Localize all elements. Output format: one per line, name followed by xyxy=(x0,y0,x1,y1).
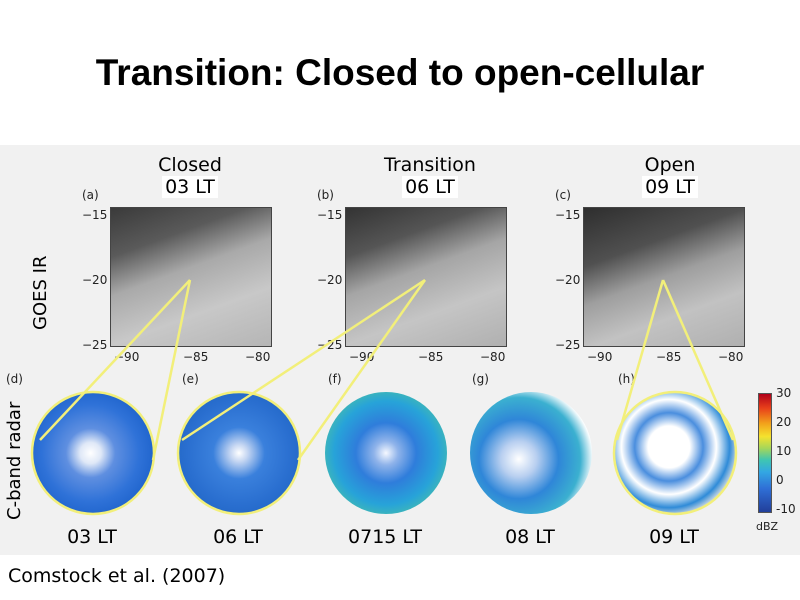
xtick-b-2: −85 xyxy=(418,350,444,364)
colorbar-tick-neg10: -10 xyxy=(776,502,796,516)
satellite-image-c xyxy=(583,207,745,347)
radar-image-e xyxy=(178,392,300,514)
xtick-c-3: −80 xyxy=(718,350,744,364)
ytick-a-1: −15 xyxy=(82,208,108,222)
panel-letter-d: (d) xyxy=(6,372,23,386)
panel-letter-a: (a) xyxy=(82,188,99,202)
col-label-closed: Closed 03 LT xyxy=(158,154,222,198)
colorbar-tick-20: 20 xyxy=(776,415,792,429)
ytick-b-3: −25 xyxy=(317,338,343,352)
panel-letter-f: (f) xyxy=(328,372,342,386)
colorbar xyxy=(758,393,772,513)
xtick-c-1: −90 xyxy=(587,350,613,364)
panel-letter-g: (g) xyxy=(472,372,489,386)
zoom-line-c-left xyxy=(615,279,665,441)
col-label-transition: Transition 06 LT xyxy=(384,154,476,198)
col-label-open: Open 09 LT xyxy=(620,154,720,198)
xtick-a-2: −85 xyxy=(183,350,209,364)
radar-image-d xyxy=(32,392,154,514)
colorbar-tick-0: 0 xyxy=(776,473,784,487)
xtick-c-2: −85 xyxy=(656,350,682,364)
satellite-image-a xyxy=(110,207,272,347)
zoom-line-a-right xyxy=(151,279,192,461)
ytick-b-2: −20 xyxy=(317,273,343,287)
radar-time-e: 06 LT xyxy=(213,526,263,548)
zoom-line-a-left xyxy=(39,279,191,441)
radar-time-f: 0715 LT xyxy=(348,526,422,548)
colorbar-tick-10: 10 xyxy=(776,444,792,458)
ytick-c-3: −25 xyxy=(555,338,581,352)
highlight-circle-h xyxy=(612,390,738,516)
radar-image-h xyxy=(614,392,736,514)
ytick-c-2: −20 xyxy=(555,273,581,287)
radar-image-g xyxy=(470,392,592,514)
panel-letter-e: (e) xyxy=(182,372,199,386)
citation: Comstock et al. (2007) xyxy=(8,565,226,587)
panel-letter-h: (h) xyxy=(618,372,635,386)
panel-letter-c: (c) xyxy=(555,188,571,202)
zoom-line-b-right xyxy=(296,279,427,461)
ytick-b-1: −15 xyxy=(317,208,343,222)
ytick-c-1: −15 xyxy=(555,208,581,222)
ytick-a-3: −25 xyxy=(82,338,108,352)
radar-time-h: 09 LT xyxy=(649,526,699,548)
xtick-a-3: −80 xyxy=(245,350,271,364)
radar-image-f xyxy=(325,392,447,514)
satellite-image-b xyxy=(345,207,507,347)
zoom-line-c-right xyxy=(661,279,735,441)
colorbar-tick-30: 30 xyxy=(776,386,792,400)
highlight-circle-e xyxy=(176,390,302,516)
radar-time-g: 08 LT xyxy=(505,526,555,548)
colorbar-unit: dBZ xyxy=(756,520,779,533)
zoom-line-b-left xyxy=(181,278,426,442)
panel-letter-b: (b) xyxy=(317,188,334,202)
highlight-circle-d xyxy=(30,390,156,516)
radar-time-d: 03 LT xyxy=(67,526,117,548)
xtick-b-3: −80 xyxy=(480,350,506,364)
ytick-a-2: −20 xyxy=(82,273,108,287)
slide-title: Transition: Closed to open-cellular xyxy=(95,52,705,93)
